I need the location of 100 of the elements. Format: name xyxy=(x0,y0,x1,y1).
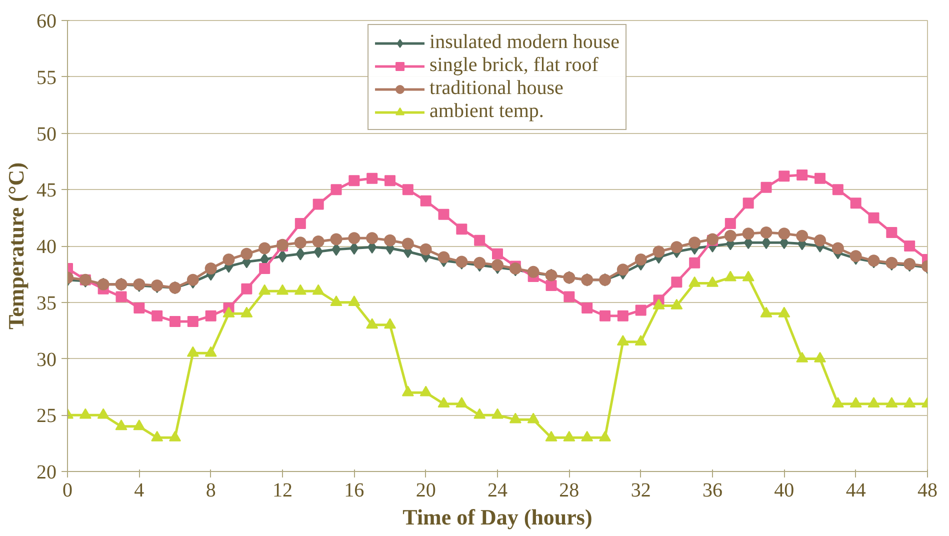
point xyxy=(384,175,396,186)
point xyxy=(545,430,558,442)
y-tick-label: 50 xyxy=(36,123,56,146)
y-tick-label: 35 xyxy=(36,292,56,314)
point xyxy=(742,270,754,282)
point xyxy=(814,234,826,246)
point xyxy=(474,256,486,269)
point xyxy=(509,412,522,424)
point xyxy=(814,352,826,362)
point xyxy=(492,408,504,419)
point xyxy=(724,218,736,229)
point xyxy=(240,306,253,318)
point xyxy=(617,310,628,322)
point xyxy=(868,212,880,224)
x-tick-label: 40 xyxy=(774,480,794,502)
point xyxy=(778,306,790,318)
point xyxy=(706,276,718,287)
point xyxy=(170,316,180,328)
point xyxy=(79,408,92,419)
point xyxy=(474,408,486,419)
point xyxy=(546,280,557,291)
point xyxy=(652,246,665,258)
point xyxy=(634,254,647,266)
point xyxy=(438,397,450,408)
x-tick-label: 48 xyxy=(918,480,938,502)
point xyxy=(259,263,270,274)
point xyxy=(294,218,306,229)
point xyxy=(778,228,790,240)
point xyxy=(599,430,611,442)
y-tick-label: 40 xyxy=(36,236,56,258)
point xyxy=(205,310,216,322)
x-tick-label: 36 xyxy=(702,480,722,502)
point xyxy=(366,172,378,184)
point xyxy=(670,298,683,310)
point xyxy=(348,296,360,306)
point xyxy=(204,262,217,275)
x-axis-title: Time of Day (hours) xyxy=(402,504,592,530)
point xyxy=(420,195,432,206)
point xyxy=(366,232,378,244)
point xyxy=(474,234,486,246)
x-tick-label: 28 xyxy=(559,480,580,502)
point xyxy=(402,386,414,396)
point xyxy=(241,283,252,294)
point xyxy=(635,304,646,316)
point xyxy=(366,318,378,329)
point xyxy=(276,284,288,295)
y-tick-label: 20 xyxy=(36,462,56,484)
point xyxy=(688,276,701,287)
point xyxy=(850,397,862,408)
point xyxy=(652,298,665,310)
y-tick-label: 45 xyxy=(36,180,56,202)
point xyxy=(760,226,772,238)
point xyxy=(330,296,342,306)
point xyxy=(814,172,826,184)
legend-label: traditional house xyxy=(430,77,564,100)
point xyxy=(438,208,450,220)
point xyxy=(582,302,593,314)
point xyxy=(294,236,306,249)
point xyxy=(689,257,700,268)
legend-label: ambient temp. xyxy=(430,100,544,123)
x-tick-label: 8 xyxy=(206,480,216,502)
point xyxy=(312,198,324,210)
legend-label: insulated modern house xyxy=(430,31,620,54)
x-tick-label: 32 xyxy=(630,480,651,502)
point xyxy=(438,251,450,264)
point xyxy=(348,232,360,244)
x-tick-label: 16 xyxy=(344,480,364,502)
point xyxy=(724,270,736,282)
point xyxy=(152,310,163,322)
x-tick-label: 44 xyxy=(846,480,866,502)
point xyxy=(134,302,145,314)
point xyxy=(240,248,253,260)
point xyxy=(115,420,128,430)
point xyxy=(330,184,342,196)
point xyxy=(350,242,359,255)
x-tick-label: 0 xyxy=(62,480,72,502)
point xyxy=(616,264,629,276)
point xyxy=(616,334,629,346)
point xyxy=(778,170,790,182)
point xyxy=(222,306,235,318)
point xyxy=(186,346,199,357)
point xyxy=(563,430,576,442)
point xyxy=(133,420,146,430)
point xyxy=(796,230,808,242)
point xyxy=(456,224,468,235)
point xyxy=(420,386,432,396)
point xyxy=(384,234,396,246)
x-tick-label: 24 xyxy=(488,480,508,502)
point xyxy=(796,352,808,362)
point xyxy=(670,241,683,254)
legend-label: single brick, flat roof xyxy=(430,54,598,77)
point xyxy=(527,412,540,424)
point xyxy=(258,284,271,295)
point xyxy=(742,198,754,209)
point xyxy=(760,306,772,318)
point xyxy=(796,169,808,180)
point xyxy=(384,318,396,329)
point xyxy=(296,247,305,260)
point xyxy=(634,334,647,346)
point xyxy=(724,230,736,242)
